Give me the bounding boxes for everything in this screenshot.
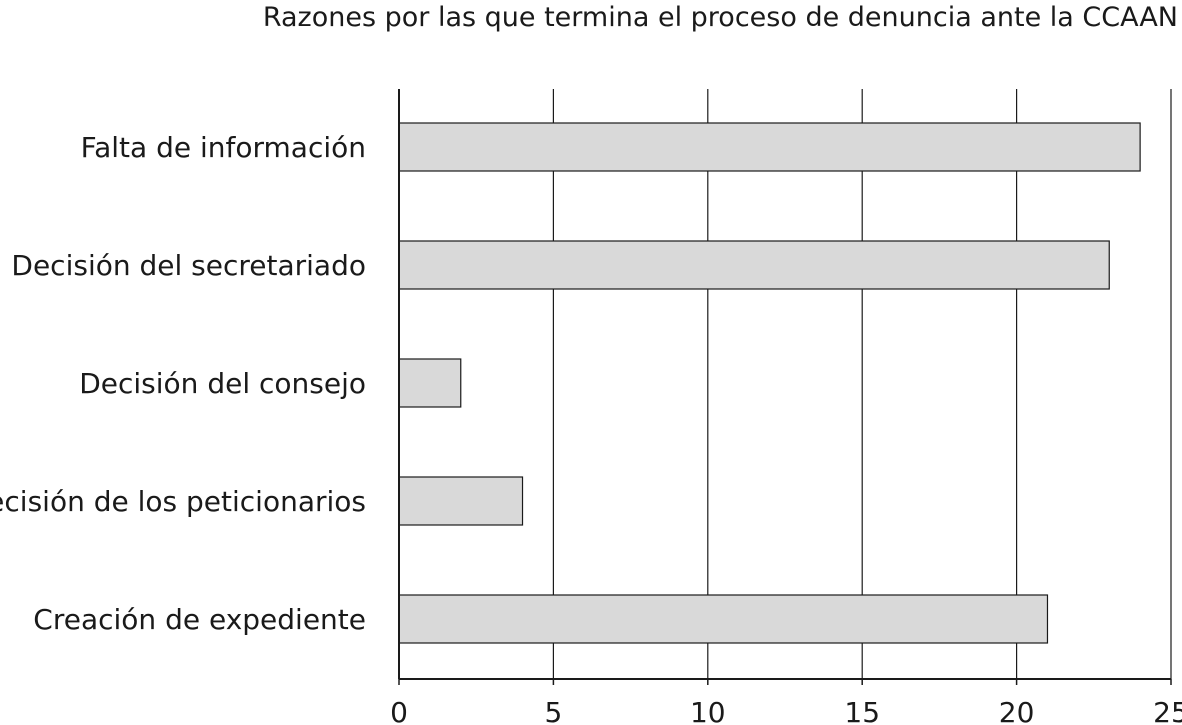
bar-0 xyxy=(398,122,1141,172)
bar-3 xyxy=(398,476,524,526)
grid-lines xyxy=(552,89,1172,679)
x-tick-label-15: 15 xyxy=(844,696,880,725)
category-label-4: Creación de expediente xyxy=(33,603,366,636)
x-tick-label-20: 20 xyxy=(999,696,1035,725)
x-tick-label-10: 10 xyxy=(690,696,726,725)
x-tick-label-5: 5 xyxy=(544,696,562,725)
category-label-0: Falta de información xyxy=(81,131,366,164)
x-tick-labels: 0 5 10 15 20 25 xyxy=(390,696,1182,725)
chart-title: Razones por las que termina el proceso d… xyxy=(263,2,1178,33)
axes xyxy=(398,89,1172,685)
x-tick-label-0: 0 xyxy=(390,696,408,725)
x-tick-label-25: 25 xyxy=(1153,696,1182,725)
category-labels: Falta de información Decisión del secreta… xyxy=(0,131,366,636)
bars xyxy=(398,122,1141,644)
bar-2 xyxy=(398,358,462,408)
category-label-2: Decisión del consejo xyxy=(79,367,366,400)
category-label-3: Decisión de los peticionarios xyxy=(0,485,366,518)
bar-4 xyxy=(398,594,1049,644)
bar-1 xyxy=(398,240,1110,290)
category-label-1: Decisión del secretariado xyxy=(11,249,366,282)
